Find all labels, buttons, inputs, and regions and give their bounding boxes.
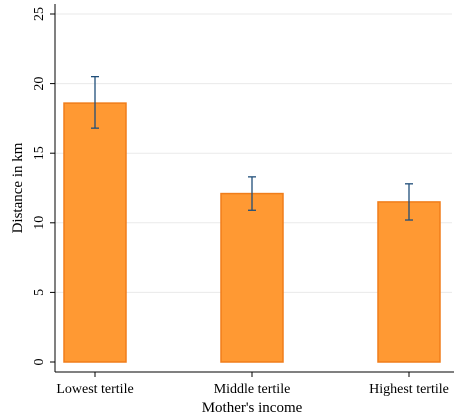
y-tick-label-0: 0 bbox=[32, 359, 47, 366]
y-axis-title: Distance in km bbox=[10, 142, 26, 233]
bar-middle-tertile bbox=[220, 192, 284, 363]
x-axis-title: Mother's income bbox=[202, 400, 303, 416]
bars bbox=[63, 102, 441, 363]
error-bars bbox=[91, 75, 413, 221]
y-tick-label-5: 5 bbox=[32, 289, 47, 296]
bar-lowest-tertile bbox=[63, 102, 127, 363]
tick-labels: 0 5 10 15 20 25 Lowest tertile Middle tertile Hi… bbox=[32, 7, 449, 397]
y-tick-label-15: 15 bbox=[32, 146, 47, 160]
y-tick-label-20: 20 bbox=[32, 77, 47, 91]
x-tick-label-highest-tertile: Highest tertile bbox=[369, 382, 449, 397]
axes bbox=[50, 4, 454, 377]
x-tick-label-lowest-tertile: Lowest tertile bbox=[56, 382, 133, 397]
x-tick-label-middle-tertile: Middle tertile bbox=[214, 382, 291, 397]
y-tick-label-10: 10 bbox=[32, 216, 47, 230]
bar-highest-tertile bbox=[377, 201, 441, 363]
y-tick-label-25: 25 bbox=[32, 7, 47, 21]
